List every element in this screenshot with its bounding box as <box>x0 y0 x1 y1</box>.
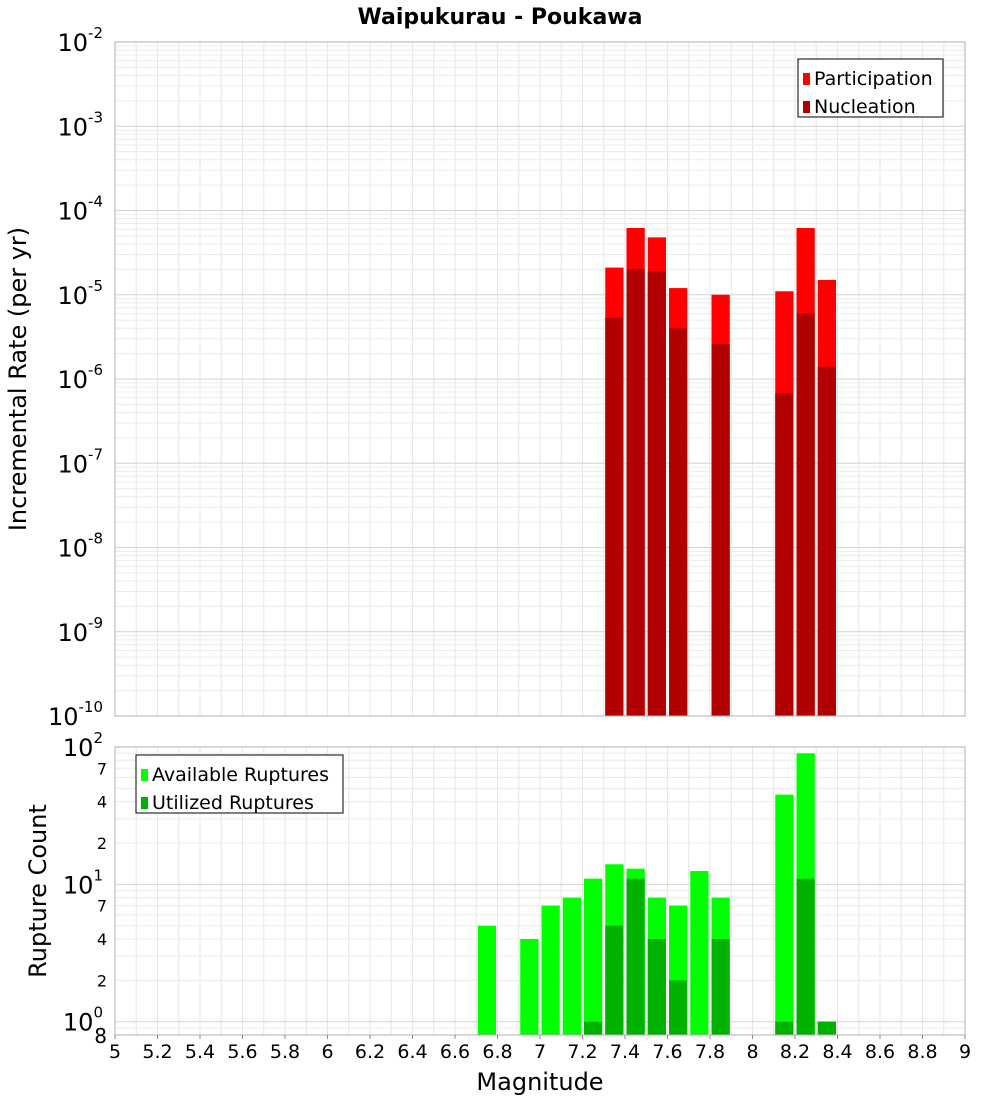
count-y-tick-label: 4 <box>97 793 107 812</box>
count-bar-a <box>541 905 560 1035</box>
x-tick-label: 7.2 <box>567 1041 597 1063</box>
x-tick-label: 5.6 <box>227 1041 257 1063</box>
count-legend: Available Ruptures Utilized Ruptures <box>135 754 344 814</box>
count-bar-b <box>669 980 688 1035</box>
rate-bar-b <box>647 271 666 716</box>
x-tick-label: 8.4 <box>822 1041 852 1063</box>
count-bar-b <box>626 878 645 1035</box>
count-legend-label: Utilized Ruptures <box>152 792 314 814</box>
count-bar-a <box>562 897 581 1035</box>
x-tick-label: 5.8 <box>270 1041 300 1063</box>
x-tick-label: 7 <box>534 1041 546 1063</box>
rate-bar-b <box>796 313 815 716</box>
x-tick-label: 9 <box>959 1041 971 1063</box>
x-tick-label: 5 <box>109 1041 121 1063</box>
rate-y-tick-label: 10-6 <box>57 361 103 394</box>
count-bar-a <box>584 878 603 1035</box>
chart-title: Waipukurau - Poukawa <box>358 5 643 30</box>
count-y-tick-label: 101 <box>63 866 103 899</box>
rate-y-axis-label: Incremental Rate (per yr) <box>4 227 32 531</box>
rate-panel: 10-10 10-9 10-8 10-7 10-6 10-5 10-4 10-3 10-2 In… <box>4 24 966 731</box>
rate-legend: Participation Nucleation <box>797 58 944 118</box>
rate-legend-swatch <box>803 101 810 113</box>
rate-legend-swatch <box>803 73 810 85</box>
count-bar-b <box>605 925 624 1035</box>
count-legend-label: Available Ruptures <box>152 764 329 786</box>
x-tick-label: 5.2 <box>142 1041 172 1063</box>
rate-bar-b <box>626 269 645 716</box>
rate-bar-b <box>669 328 688 716</box>
count-bar-a <box>477 925 496 1035</box>
count-bar-b <box>647 939 666 1035</box>
rate-y-tick-label: 10-8 <box>57 530 103 563</box>
x-tick-label: 6.4 <box>397 1041 427 1063</box>
rate-y-ticks: 10-10 10-9 10-8 10-7 10-6 10-5 10-4 10-3 10-2 <box>48 24 103 731</box>
x-tick-label: 7.8 <box>695 1041 725 1063</box>
count-y-tick-label: 4 <box>97 930 107 949</box>
count-bar-b <box>796 878 815 1035</box>
rate-grid <box>114 41 966 717</box>
rate-y-tick-label: 10-2 <box>57 24 103 57</box>
x-tick-label: 6.2 <box>355 1041 385 1063</box>
x-tick-label: 8.2 <box>780 1041 810 1063</box>
x-tick-label: 6 <box>321 1041 333 1063</box>
rate-bars <box>605 227 836 717</box>
x-tick-label: 6.6 <box>440 1041 470 1063</box>
rate-y-tick-label: 10-10 <box>48 698 103 731</box>
count-y-tick-label: 100 <box>63 1004 103 1037</box>
rate-bar-b <box>711 344 730 716</box>
count-bars <box>477 753 836 1035</box>
x-tick-label: 8.8 <box>907 1041 937 1063</box>
x-tick-label: 8 <box>746 1041 758 1063</box>
count-bar-a <box>690 871 709 1035</box>
count-legend-swatch <box>141 769 148 781</box>
rate-y-tick-label: 10-4 <box>57 193 103 226</box>
count-legend-box <box>135 754 344 814</box>
count-y-tick-label: 8 <box>94 1024 107 1048</box>
count-y-tick-label: 2 <box>97 834 107 853</box>
rate-legend-box <box>797 58 944 118</box>
count-bar-b <box>711 939 730 1035</box>
count-legend-swatch <box>141 797 148 809</box>
rate-bar-b <box>605 317 624 716</box>
count-y-axis-label: Rupture Count <box>24 804 52 978</box>
count-y-tick-label: 7 <box>97 897 107 916</box>
count-y-tick-label: 102 <box>63 729 103 762</box>
rate-plot-frame <box>114 41 966 717</box>
rate-bar-b <box>775 393 794 716</box>
magnitude-x-ticks: 5 5.2 5.4 5.6 5.8 6 6.2 6.4 6.6 6.8 7 7.2 7.4 7.6 7.8 8… <box>109 1035 971 1063</box>
rate-y-tick-label: 10-3 <box>57 108 103 141</box>
x-tick-label: 6.8 <box>482 1041 512 1063</box>
x-tick-label: 7.6 <box>652 1041 682 1063</box>
x-tick-label: 7.4 <box>610 1041 640 1063</box>
x-tick-label: 8.6 <box>865 1041 895 1063</box>
count-bar-b <box>817 1021 836 1035</box>
rate-bar-b <box>817 366 836 716</box>
rate-legend-label: Nucleation <box>814 96 916 118</box>
count-bar-b <box>584 1021 603 1035</box>
x-axis-label: Magnitude <box>476 1068 603 1096</box>
count-bar-b <box>775 1021 794 1035</box>
rate-y-tick-label: 10-7 <box>57 445 103 478</box>
rate-legend-label: Participation <box>814 68 933 90</box>
count-y-tick-label: 2 <box>97 971 107 990</box>
rate-y-tick-label: 10-9 <box>57 614 103 647</box>
count-bar-a <box>775 794 794 1035</box>
count-y-tick-label: 7 <box>97 759 107 778</box>
x-tick-label: 5.4 <box>185 1041 215 1063</box>
rate-y-tick-label: 10-5 <box>57 277 103 310</box>
count-bar-a <box>520 939 539 1035</box>
